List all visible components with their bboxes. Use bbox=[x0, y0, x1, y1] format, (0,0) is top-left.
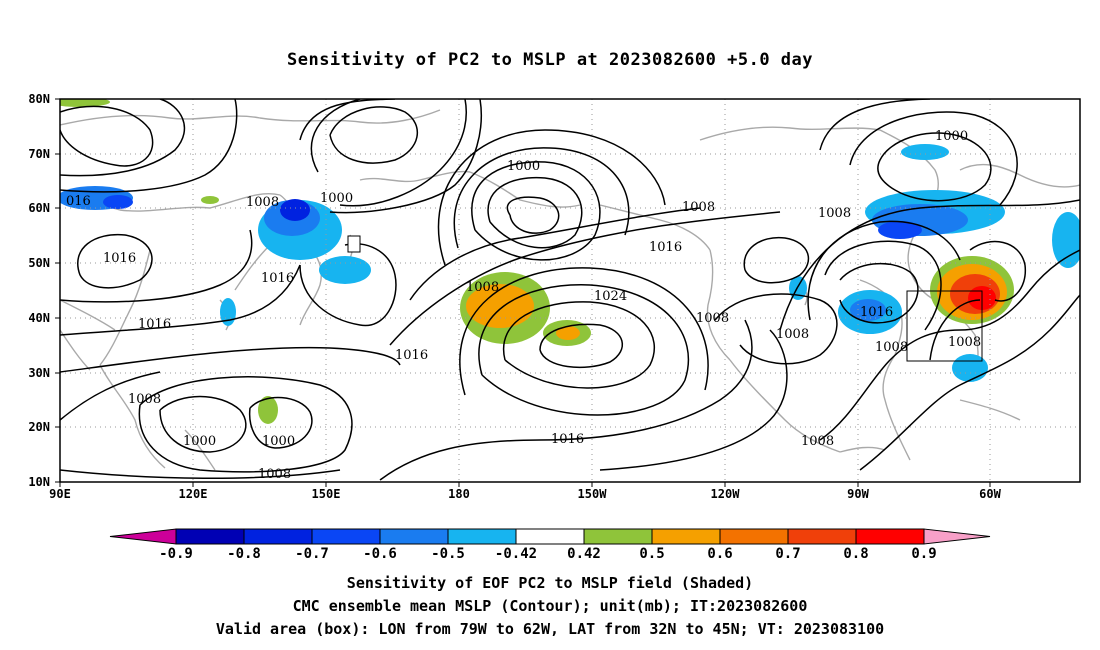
colorbar-box bbox=[447, 528, 517, 545]
contour-label: 1016 bbox=[395, 348, 428, 363]
contour-label: 1008 bbox=[875, 340, 908, 355]
shade-positive bbox=[201, 196, 219, 204]
colorbar-tick-label: -0.6 bbox=[363, 546, 397, 562]
contour-label: 1008 bbox=[466, 280, 499, 295]
contour-label: 1008 bbox=[128, 392, 161, 407]
lat-label: 40N bbox=[28, 311, 50, 325]
shade-positive bbox=[258, 396, 278, 424]
colorbar-tick-label: -0.8 bbox=[227, 546, 261, 562]
shade-negative-core bbox=[280, 199, 310, 221]
colorbar-tick-label: 0.7 bbox=[775, 546, 800, 562]
contour-label: 1000 bbox=[507, 159, 540, 174]
colorbar-tick-label: -0.42 bbox=[495, 546, 537, 562]
colorbar bbox=[109, 528, 991, 545]
colorbar-tick-label: 0.6 bbox=[707, 546, 732, 562]
shade-positive bbox=[60, 99, 110, 107]
lon-label: 60W bbox=[979, 487, 1001, 501]
colorbar-box bbox=[243, 528, 313, 545]
colorbar-box bbox=[311, 528, 381, 545]
shade-negative-core bbox=[878, 221, 922, 239]
contour-label: 1016 bbox=[551, 432, 584, 447]
contour-label: 1008 bbox=[696, 311, 729, 326]
contour-labels: 016 1008 1000 1016 1016 1016 1008 1000 1… bbox=[66, 129, 981, 482]
colorbar-box bbox=[583, 528, 653, 545]
contour-label: 1008 bbox=[258, 467, 291, 482]
shade-negative bbox=[901, 144, 949, 160]
lat-label: 50N bbox=[28, 256, 50, 270]
shade-negative bbox=[952, 354, 988, 382]
coastlines bbox=[60, 109, 1080, 471]
colorbar-box bbox=[719, 528, 789, 545]
shaded-sensitivity bbox=[60, 99, 1080, 424]
shade-positive-mid bbox=[466, 284, 534, 328]
figure-title: Sensitivity of PC2 to MSLP at 2023082600… bbox=[286, 50, 813, 70]
contour-label: 1008 bbox=[246, 195, 279, 210]
mslp-contours bbox=[60, 99, 1080, 481]
contour-label: 1016 bbox=[138, 317, 171, 332]
lon-axis bbox=[59, 482, 991, 487]
contour-label: 1000 bbox=[262, 434, 295, 449]
lon-label: 180 bbox=[448, 487, 470, 501]
contour-label: 1016 bbox=[649, 240, 682, 255]
contour-label: 016 bbox=[66, 194, 91, 209]
colorbar-tick-label: -0.9 bbox=[159, 546, 193, 562]
colorbar-arrow-right bbox=[923, 528, 991, 545]
lon-label: 90W bbox=[847, 487, 869, 501]
valid-area-box bbox=[906, 290, 983, 362]
lon-label: 90E bbox=[49, 487, 71, 501]
shade-negative-core bbox=[850, 299, 886, 321]
lat-label: 70N bbox=[28, 147, 50, 161]
contour-label: 1008 bbox=[818, 206, 851, 221]
contour-label: 1000 bbox=[320, 191, 353, 206]
lon-label: 150E bbox=[312, 487, 341, 501]
colorbar-box bbox=[855, 528, 925, 545]
contour-label: 1000 bbox=[935, 129, 968, 144]
lon-label: 150W bbox=[578, 487, 608, 501]
colorbar-tick-label: -0.5 bbox=[431, 546, 465, 562]
shade-negative-core bbox=[103, 195, 133, 209]
lon-labels: 90E 120E 150E 180 150W 120W 90W 60W bbox=[49, 487, 1001, 501]
contour-label: 1008 bbox=[948, 335, 981, 350]
colorbar-labels: -0.9 -0.8 -0.7 -0.6 -0.5 -0.42 0.42 0.5 0.6 0.7 0.… bbox=[159, 546, 937, 562]
colorbar-tick-label: -0.7 bbox=[295, 546, 329, 562]
colorbar-box bbox=[787, 528, 857, 545]
shade-negative bbox=[319, 256, 371, 284]
contour-label: 1008 bbox=[801, 434, 834, 449]
contour-label: 1008 bbox=[682, 200, 715, 215]
colorbar-box bbox=[515, 528, 585, 545]
grid-lines bbox=[60, 99, 1080, 482]
colorbar-box bbox=[379, 528, 449, 545]
caption-valid-area: Valid area (box): LON from 79W to 62W, L… bbox=[215, 620, 885, 638]
contour-label: 1016 bbox=[261, 271, 294, 286]
contour-label: 1024 bbox=[594, 289, 627, 304]
colorbar-tick-label: 0.9 bbox=[911, 546, 936, 562]
lon-label: 120W bbox=[711, 487, 741, 501]
colorbar-box bbox=[175, 528, 245, 545]
colorbar-tick-label: 0.42 bbox=[567, 546, 601, 562]
colorbar-arrow-left bbox=[109, 528, 177, 545]
lat-label: 80N bbox=[28, 92, 50, 106]
lat-label: 30N bbox=[28, 366, 50, 380]
caption-shading: Sensitivity of EOF PC2 to MSLP field (Sh… bbox=[346, 574, 754, 592]
lat-labels: 80N 70N 60N 50N 40N 30N 20N 10N bbox=[28, 92, 50, 489]
contour-label: 1000 bbox=[183, 434, 216, 449]
lat-label: 60N bbox=[28, 201, 50, 215]
contour-label: 1016 bbox=[103, 251, 136, 266]
colorbar-box bbox=[651, 528, 721, 545]
lat-label: 10N bbox=[28, 475, 50, 489]
shade-positive-mid bbox=[556, 326, 580, 340]
contour-label: 1016 bbox=[860, 305, 893, 320]
map-frame bbox=[59, 98, 1081, 483]
shade-negative bbox=[1052, 212, 1080, 268]
caption-contour: CMC ensemble mean MSLP (Contour); unit(m… bbox=[292, 597, 808, 615]
lon-label: 120E bbox=[179, 487, 208, 501]
lat-label: 20N bbox=[28, 420, 50, 434]
small-region-box bbox=[347, 235, 361, 253]
colorbar-tick-label: 0.8 bbox=[843, 546, 868, 562]
colorbar-tick-label: 0.5 bbox=[639, 546, 664, 562]
contour-label: 1008 bbox=[776, 327, 809, 342]
lat-axis bbox=[55, 98, 60, 483]
